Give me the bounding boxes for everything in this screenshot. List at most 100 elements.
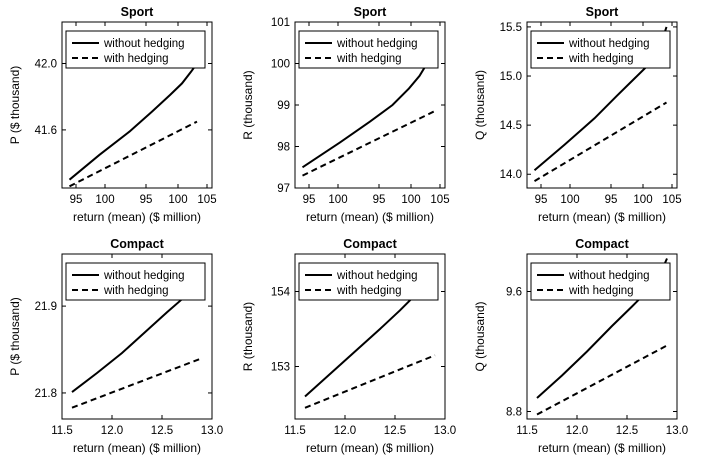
y-tick-label: 97 bbox=[277, 183, 290, 195]
legend-box bbox=[298, 30, 439, 69]
chart-panel-1: Sport 41.6 42.0 95 100 95 100 105 return (mean) … bbox=[8, 5, 217, 224]
x-tick-label: 12.5 bbox=[616, 425, 638, 437]
x-tick-label: 11.5 bbox=[284, 425, 306, 437]
x-axis-label: return (mean) ($ million) bbox=[306, 441, 434, 455]
y-tick-label: 21.9 bbox=[35, 301, 57, 313]
y-tick-label: 15.0 bbox=[500, 71, 522, 83]
legend-box bbox=[530, 30, 671, 69]
y-axis-label: Q (thousand) bbox=[473, 70, 487, 140]
x-tick-label: 12.0 bbox=[566, 425, 588, 437]
x-tick-label: 95 bbox=[373, 194, 386, 206]
y-tick-label: 154 bbox=[271, 287, 291, 299]
legend: without hedging with hedging bbox=[65, 30, 206, 69]
y-tick-label: 153 bbox=[271, 362, 290, 374]
chart-panel-3: Sport 14.0 14.5 15.0 15.5 95 100 95 100 105 return… bbox=[473, 5, 682, 224]
y-tick-label: 15.5 bbox=[500, 22, 522, 34]
legend-label: without hedging bbox=[568, 270, 650, 282]
series-line-with-hedging bbox=[536, 344, 668, 416]
legend-label: without hedging bbox=[103, 38, 185, 50]
x-tick-label: 95 bbox=[140, 194, 153, 206]
y-tick-label: 42.0 bbox=[35, 59, 57, 71]
legend: without hedging with hedging bbox=[298, 262, 439, 301]
y-tick-label: 101 bbox=[271, 17, 290, 29]
series-line-with-hedging bbox=[69, 120, 198, 188]
x-tick-label: 95 bbox=[70, 194, 83, 206]
series-line-with-hedging bbox=[533, 101, 668, 182]
legend-label: with hedging bbox=[336, 53, 402, 65]
y-axis-label: P ($ thousand) bbox=[8, 297, 22, 376]
y-tick-label: 100 bbox=[271, 59, 290, 71]
plot-frame bbox=[526, 21, 678, 189]
legend-label: without hedging bbox=[336, 270, 418, 282]
series-line-with-hedging bbox=[304, 354, 436, 409]
chart-title: Compact bbox=[575, 237, 629, 251]
y-tick-label: 98 bbox=[277, 142, 290, 154]
x-tick-label: 105 bbox=[662, 194, 681, 206]
plot-frame bbox=[61, 21, 213, 189]
legend-label: with hedging bbox=[103, 53, 169, 65]
legend-box bbox=[530, 262, 671, 301]
x-axis-label: return (mean) ($ million) bbox=[73, 210, 201, 224]
legend: without hedging with hedging bbox=[530, 262, 671, 301]
y-axis-label: R (thousand) bbox=[241, 70, 255, 139]
y-tick-label: 14.0 bbox=[500, 169, 522, 181]
x-tick-label: 95 bbox=[535, 194, 548, 206]
x-tick-label: 12.0 bbox=[334, 425, 356, 437]
x-axis-label: return (mean) ($ million) bbox=[306, 210, 434, 224]
legend-box bbox=[65, 30, 206, 69]
chart-title: Sport bbox=[586, 5, 619, 19]
x-tick-label: 12.5 bbox=[384, 425, 406, 437]
x-tick-label: 100 bbox=[95, 194, 114, 206]
legend: without hedging with hedging bbox=[298, 30, 439, 69]
x-tick-label: 100 bbox=[168, 194, 187, 206]
x-tick-label: 100 bbox=[560, 194, 579, 206]
chart-title: Compact bbox=[343, 237, 397, 251]
x-tick-label: 13.0 bbox=[434, 425, 456, 437]
legend-label: without hedging bbox=[336, 38, 418, 50]
chart-panel-2: Sport 97 98 99 100 101 95 100 95 100 105 return (me… bbox=[241, 5, 450, 224]
chart-title: Sport bbox=[354, 5, 387, 19]
legend-box bbox=[298, 262, 439, 301]
x-tick-label: 11.5 bbox=[51, 425, 73, 437]
series-line-without-hedging bbox=[68, 53, 203, 181]
x-tick-label: 100 bbox=[633, 194, 652, 206]
x-tick-label: 100 bbox=[401, 194, 420, 206]
legend-label: with hedging bbox=[568, 285, 634, 297]
chart-title: Sport bbox=[121, 5, 154, 19]
x-tick-label: 105 bbox=[430, 194, 449, 206]
x-tick-label: 95 bbox=[605, 194, 618, 206]
x-tick-label: 12.5 bbox=[151, 425, 173, 437]
plot-frame bbox=[526, 253, 678, 420]
x-axis-label: return (mean) ($ million) bbox=[538, 441, 666, 455]
plot-frame bbox=[294, 253, 446, 420]
legend-label: without hedging bbox=[568, 38, 650, 50]
legend-label: with hedging bbox=[568, 53, 634, 65]
x-tick-label: 100 bbox=[328, 194, 347, 206]
y-tick-label: 99 bbox=[277, 100, 290, 112]
x-tick-label: 13.0 bbox=[666, 425, 688, 437]
chart-title: Compact bbox=[110, 237, 164, 251]
y-tick-label: 8.8 bbox=[506, 407, 522, 419]
legend-label: without hedging bbox=[103, 270, 185, 282]
y-tick-label: 41.6 bbox=[35, 125, 57, 137]
x-axis-label: return (mean) ($ million) bbox=[73, 441, 201, 455]
y-axis-label: Q (thousand) bbox=[473, 301, 487, 371]
y-axis-label: R (thousand) bbox=[241, 302, 255, 371]
legend: without hedging with hedging bbox=[65, 262, 206, 301]
y-tick-label: 21.8 bbox=[35, 388, 57, 400]
x-tick-label: 105 bbox=[197, 194, 216, 206]
x-tick-label: 13.0 bbox=[201, 425, 223, 437]
x-axis-label: return (mean) ($ million) bbox=[538, 210, 666, 224]
x-tick-label: 11.5 bbox=[516, 425, 538, 437]
legend-label: with hedging bbox=[103, 285, 169, 297]
series-line-with-hedging bbox=[302, 110, 435, 177]
series-line-with-hedging bbox=[71, 357, 203, 409]
y-axis-label: P ($ thousand) bbox=[8, 66, 22, 145]
legend: without hedging with hedging bbox=[530, 30, 671, 69]
plot-frame bbox=[61, 253, 213, 420]
x-tick-label: 95 bbox=[303, 194, 316, 206]
legend-label: with hedging bbox=[336, 285, 402, 297]
